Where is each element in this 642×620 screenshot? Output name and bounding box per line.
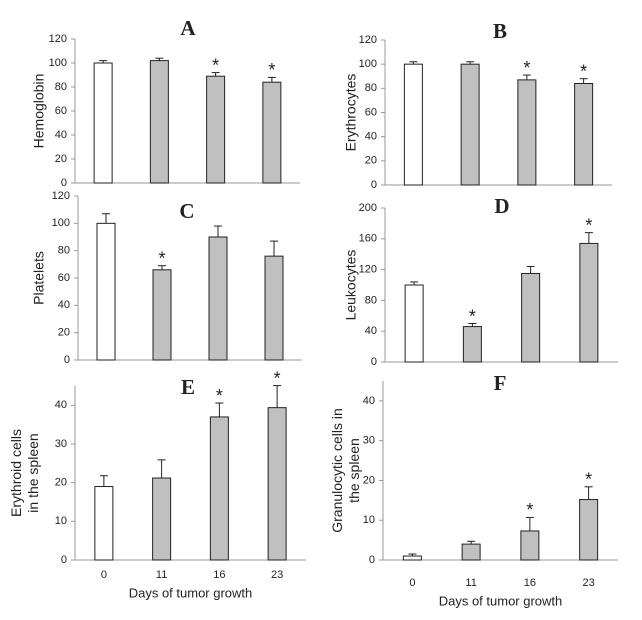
x-tick-label: 16 xyxy=(213,569,225,581)
y-tick-label: 100 xyxy=(49,57,67,69)
bar xyxy=(209,416,229,561)
panel-title: B xyxy=(493,19,507,43)
significance-marker: * xyxy=(469,306,476,326)
y-tick-label: 100 xyxy=(52,217,70,229)
bar xyxy=(521,272,541,363)
significance-marker: * xyxy=(268,60,275,80)
bar xyxy=(461,543,481,561)
panel-title: A xyxy=(180,16,196,40)
bar xyxy=(96,222,116,361)
y-tick-label: 40 xyxy=(55,129,67,141)
significance-marker: * xyxy=(216,386,223,406)
x-tick-label: 11 xyxy=(465,577,476,589)
x-axis-label: Days of tumor growth xyxy=(439,593,563,608)
y-tick-label: 20 xyxy=(363,474,375,486)
bar xyxy=(94,486,114,561)
y-axis-label: Granulocytic cells in xyxy=(329,408,345,533)
y-axis-label: the spleen xyxy=(346,438,362,503)
y-tick-label: 120 xyxy=(52,190,70,202)
y-tick-label: 0 xyxy=(64,354,70,366)
panel-title: F xyxy=(494,371,507,395)
y-tick-label: 60 xyxy=(365,106,377,118)
y-tick-label: 0 xyxy=(369,554,375,566)
y-tick-label: 40 xyxy=(365,131,377,143)
x-tick-label: 11 xyxy=(156,569,167,581)
bar xyxy=(93,62,113,184)
x-tick-label: 23 xyxy=(583,577,595,589)
bar xyxy=(460,63,480,186)
y-tick-label: 0 xyxy=(61,177,67,189)
y-axis-label: in the spleen xyxy=(25,433,41,512)
y-tick-label: 20 xyxy=(55,153,67,165)
panel-title: E xyxy=(181,375,195,399)
bar xyxy=(404,284,424,363)
significance-marker: * xyxy=(212,55,219,75)
y-axis-label: Hemoglobin xyxy=(31,74,47,149)
y-tick-label: 80 xyxy=(365,294,377,306)
bar xyxy=(517,79,537,186)
y-tick-label: 10 xyxy=(363,514,375,526)
significance-marker: * xyxy=(274,368,281,388)
y-tick-label: 160 xyxy=(359,233,377,245)
bar xyxy=(402,555,422,561)
y-tick-label: 100 xyxy=(359,58,377,70)
x-tick-label: 16 xyxy=(524,577,536,589)
bar xyxy=(267,407,287,561)
y-tick-label: 40 xyxy=(365,325,377,337)
significance-marker: * xyxy=(523,58,530,78)
x-tick-label: 0 xyxy=(101,569,107,581)
y-tick-label: 0 xyxy=(61,554,67,566)
y-tick-label: 0 xyxy=(371,179,377,191)
y-tick-label: 20 xyxy=(365,155,377,167)
bar xyxy=(579,242,599,363)
y-tick-label: 20 xyxy=(55,477,67,489)
x-tick-label: 0 xyxy=(409,577,415,589)
y-tick-label: 80 xyxy=(365,82,377,94)
y-tick-label: 120 xyxy=(359,264,377,276)
y-axis-label: Leukocytes xyxy=(343,250,359,321)
panel-title: D xyxy=(494,194,509,218)
y-tick-label: 30 xyxy=(363,435,375,447)
y-tick-label: 120 xyxy=(49,33,67,45)
significance-marker: * xyxy=(158,248,165,268)
y-tick-label: 80 xyxy=(55,81,67,93)
bar xyxy=(462,326,482,363)
y-tick-label: 40 xyxy=(58,299,70,311)
bar xyxy=(574,83,594,186)
significance-marker: * xyxy=(585,215,592,235)
y-tick-label: 0 xyxy=(371,356,377,368)
bar xyxy=(206,75,226,184)
y-axis-label: Erythrocytes xyxy=(343,74,359,152)
y-tick-label: 20 xyxy=(58,327,70,339)
x-tick-label: 23 xyxy=(271,569,283,581)
bar xyxy=(152,269,172,361)
significance-marker: * xyxy=(580,61,587,81)
y-tick-label: 120 xyxy=(359,34,377,46)
bar xyxy=(403,63,423,186)
y-tick-label: 60 xyxy=(58,272,70,284)
bar xyxy=(208,236,228,361)
y-tick-label: 10 xyxy=(55,515,67,527)
significance-marker: * xyxy=(585,470,592,490)
bar xyxy=(579,499,599,561)
bar xyxy=(520,530,540,561)
y-tick-label: 40 xyxy=(55,399,67,411)
bar xyxy=(262,81,282,184)
y-axis-label: Platelets xyxy=(31,251,47,305)
y-tick-label: 80 xyxy=(58,245,70,257)
x-axis-label: Days of tumor growth xyxy=(129,585,253,600)
bar xyxy=(149,60,169,184)
panel-title: C xyxy=(179,199,194,223)
y-axis-label: Erythroid cells xyxy=(8,429,24,517)
y-tick-label: 30 xyxy=(55,438,67,450)
bar xyxy=(152,477,172,561)
y-tick-label: 60 xyxy=(55,105,67,117)
y-tick-label: 200 xyxy=(359,202,377,214)
bar xyxy=(264,255,284,361)
y-tick-label: 40 xyxy=(363,395,375,407)
significance-marker: * xyxy=(526,500,533,520)
